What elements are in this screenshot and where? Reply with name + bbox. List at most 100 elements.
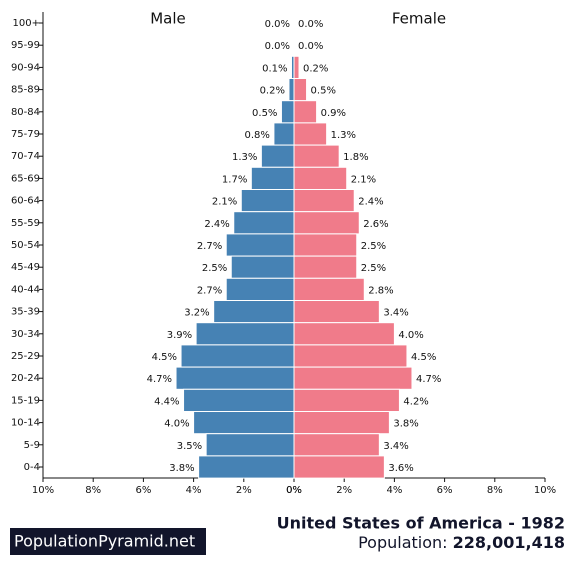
value-label: 4.4%	[154, 396, 179, 407]
value-label: 4.7%	[147, 374, 172, 385]
value-label: 0.0%	[265, 19, 290, 30]
bar	[240, 189, 295, 213]
x-tick-label: 10%	[534, 485, 556, 496]
y-tick-label: 55-59	[11, 218, 40, 229]
x-tick-label: 0%	[286, 485, 302, 496]
value-label: 2.1%	[351, 174, 376, 185]
bar	[293, 388, 400, 412]
bar	[175, 366, 295, 390]
x-tick-label: 4%	[386, 485, 402, 496]
value-label: 2.4%	[204, 219, 229, 230]
value-label: 2.7%	[197, 285, 222, 296]
value-label: 2.8%	[368, 285, 393, 296]
bar	[293, 366, 413, 390]
bar	[180, 344, 295, 368]
y-tick-label: 65-69	[11, 173, 40, 184]
x-tick-label: 6%	[437, 485, 453, 496]
y-tick-label: 70-74	[11, 151, 40, 162]
value-label: 1.3%	[331, 130, 356, 141]
bar	[193, 411, 295, 435]
bar	[273, 122, 295, 146]
bar	[293, 411, 390, 435]
value-label: 3.5%	[177, 441, 202, 452]
y-tick-label: 35-39	[11, 307, 40, 318]
x-tick-label: 2%	[236, 485, 252, 496]
y-tick-label: 0-4	[24, 462, 40, 473]
y-tick-label: 15-19	[11, 395, 40, 406]
bar	[293, 122, 328, 146]
population-value: 228,001,418	[453, 533, 565, 552]
y-tick-label: 10-14	[11, 418, 40, 429]
value-label: 3.6%	[388, 463, 413, 474]
value-label: 0.5%	[311, 86, 336, 97]
bar	[195, 322, 295, 346]
x-tick-label: 0%	[286, 485, 302, 496]
value-label: 1.7%	[222, 174, 247, 185]
bar	[233, 211, 295, 235]
y-tick-label: 75-79	[11, 129, 40, 140]
value-label: 0.9%	[321, 108, 346, 119]
x-tick-label: 8%	[487, 485, 503, 496]
value-label: 4.2%	[403, 396, 428, 407]
bar	[293, 100, 318, 124]
y-tick-label: 5-9	[24, 440, 40, 451]
bar	[293, 277, 365, 301]
y-tick-label: 60-64	[11, 196, 40, 207]
legend-male: Male	[150, 10, 186, 28]
bar	[293, 189, 355, 213]
bar	[293, 433, 380, 457]
population: Population: 228,001,418	[358, 533, 565, 552]
bar	[250, 166, 295, 191]
y-tick-label: 20-24	[11, 373, 40, 384]
bar	[293, 255, 358, 279]
value-label: 2.5%	[361, 241, 386, 252]
value-label: 4.7%	[416, 374, 441, 385]
source-badge	[10, 528, 206, 555]
population-label: Population:	[358, 533, 447, 552]
value-label: 3.9%	[167, 330, 192, 341]
bar	[293, 455, 385, 479]
y-tick-label: 30-34	[11, 329, 40, 340]
value-label: 3.8%	[169, 463, 194, 474]
value-label: 0.0%	[298, 41, 323, 52]
bar	[225, 277, 295, 301]
value-label: 0.5%	[252, 108, 277, 119]
value-label: 1.3%	[232, 152, 257, 163]
y-tick-label: 25-29	[11, 351, 40, 362]
value-label: 0.2%	[303, 63, 328, 74]
value-label: 2.1%	[212, 197, 237, 208]
x-tick-label: 8%	[85, 485, 101, 496]
x-tick-label: 10%	[32, 485, 54, 496]
x-tick-label: 4%	[186, 485, 202, 496]
y-tick-label: 50-54	[11, 240, 40, 251]
value-label: 1.8%	[343, 152, 368, 163]
y-tick-label: 45-49	[11, 262, 40, 273]
y-tick-label: 90-94	[11, 62, 40, 73]
value-label: 2.6%	[363, 219, 388, 230]
value-label: 4.5%	[411, 352, 436, 363]
chart-title: United States of America - 1982	[277, 514, 565, 533]
y-tick-label: 100+	[13, 18, 40, 29]
value-label: 3.2%	[184, 308, 209, 319]
value-label: 0.2%	[260, 86, 285, 97]
y-tick-label: 95-99	[11, 40, 40, 51]
bar	[293, 344, 408, 368]
value-label: 4.0%	[164, 419, 189, 430]
bar	[205, 433, 295, 457]
value-label: 0.0%	[265, 41, 290, 52]
bar	[293, 78, 308, 102]
bar	[183, 388, 295, 412]
bar	[293, 322, 395, 346]
bar	[293, 144, 340, 168]
bar	[293, 300, 380, 324]
value-label: 2.4%	[358, 197, 383, 208]
value-label: 4.0%	[398, 330, 423, 341]
bar	[225, 233, 295, 257]
value-label: 0.0%	[298, 19, 323, 30]
bar	[198, 455, 295, 479]
value-label: 0.1%	[262, 63, 287, 74]
x-tick-label: 6%	[135, 485, 151, 496]
x-tick-label: 2%	[336, 485, 352, 496]
bar	[230, 255, 295, 279]
legend-female: Female	[392, 10, 446, 28]
